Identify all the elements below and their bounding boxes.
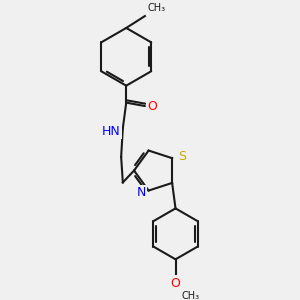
Text: CH₃: CH₃ bbox=[182, 291, 200, 300]
Text: O: O bbox=[171, 277, 181, 290]
Text: HN: HN bbox=[102, 125, 120, 138]
Text: CH₃: CH₃ bbox=[148, 3, 166, 13]
Text: S: S bbox=[178, 150, 186, 163]
Text: O: O bbox=[147, 100, 157, 112]
Text: N: N bbox=[136, 186, 146, 199]
